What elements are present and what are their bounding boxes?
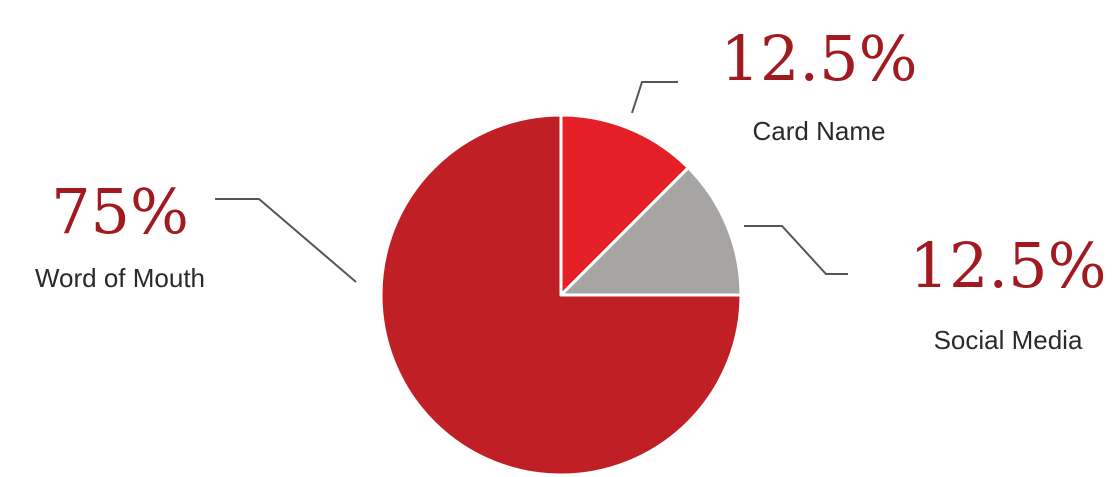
pie-slice-word-of-mouth xyxy=(379,113,743,477)
pie-slice-social-media xyxy=(559,166,743,297)
value-label-social-media: 12.5% xyxy=(910,229,1107,302)
leader-line-social-media xyxy=(744,225,848,275)
category-label-card-name: Card Name xyxy=(753,116,886,146)
category-label-word-of-mouth: Word of Mouth xyxy=(35,263,205,293)
value-label-card-name: 12.5% xyxy=(721,22,918,95)
pie-slice-card-name xyxy=(559,113,690,297)
leader-line-word-of-mouth xyxy=(215,198,357,283)
category-label-social-media: Social Media xyxy=(934,325,1083,355)
value-label-word-of-mouth: 75% xyxy=(51,175,189,248)
pie-slices xyxy=(379,113,743,477)
leader-line-card-name xyxy=(631,81,678,114)
